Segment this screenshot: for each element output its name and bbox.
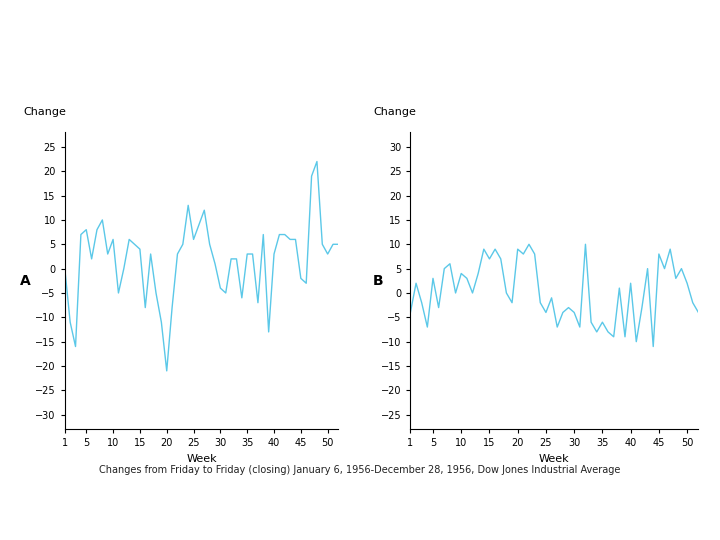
Text: Change: Change: [373, 107, 416, 118]
Text: A: A: [20, 274, 30, 288]
Text: B: B: [373, 274, 383, 288]
Text: INVESTMENTS  |  BODIE, KANE, MARCUS: INVESTMENTS | BODIE, KANE, MARCUS: [398, 513, 698, 526]
Text: 12-26: 12-26: [32, 513, 67, 526]
Text: in Stock  Prices for 52 Weeks: in Stock Prices for 52 Weeks: [200, 64, 520, 86]
Text: Figure 12.7 Actual and Simulated Changes: Figure 12.7 Actual and Simulated Changes: [125, 24, 595, 46]
Text: Change: Change: [24, 107, 67, 118]
Text: Changes from Friday to Friday (closing) January 6, 1956-December 28, 1956, Dow J: Changes from Friday to Friday (closing) …: [99, 465, 621, 475]
X-axis label: Week: Week: [539, 454, 570, 464]
X-axis label: Week: Week: [186, 454, 217, 464]
